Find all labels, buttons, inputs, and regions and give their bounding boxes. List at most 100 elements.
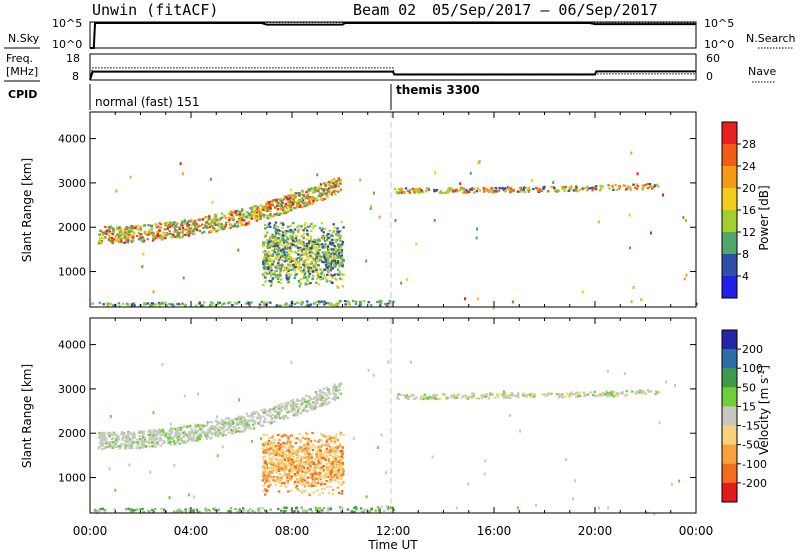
data-cell <box>299 475 302 478</box>
data-cell <box>293 259 297 262</box>
data-cell <box>496 393 500 396</box>
data-cell <box>325 234 328 237</box>
data-cell <box>136 224 139 227</box>
data-cell <box>201 223 204 226</box>
data-cell <box>339 182 342 185</box>
data-cell <box>216 431 219 434</box>
data-cell <box>311 270 315 273</box>
data-cell <box>296 471 299 474</box>
data-cell <box>287 410 291 414</box>
data-cell <box>279 446 282 449</box>
data-cell <box>191 223 195 226</box>
data-cell <box>275 204 279 207</box>
data-cell <box>238 508 241 511</box>
data-cell <box>408 191 412 194</box>
data-cell <box>607 506 610 509</box>
data-cell <box>256 209 259 212</box>
data-cell <box>195 508 199 511</box>
data-cell <box>277 507 280 511</box>
data-cell <box>181 226 185 230</box>
data-cell <box>464 297 467 301</box>
data-cell <box>218 426 221 429</box>
data-cell <box>330 267 333 270</box>
data-cell <box>314 186 317 189</box>
velocity-colorbar-segment <box>722 482 737 503</box>
data-cell <box>151 437 155 440</box>
data-cell <box>304 456 307 459</box>
data-cell <box>588 187 591 190</box>
data-cell <box>315 392 318 395</box>
data-cell <box>281 435 284 438</box>
data-cell <box>264 462 267 465</box>
data-cell <box>277 448 280 451</box>
data-cell <box>115 238 119 241</box>
data-cell <box>330 470 334 473</box>
data-cell <box>249 415 252 418</box>
data-cell <box>332 242 335 245</box>
data-cell <box>397 397 400 400</box>
data-cell <box>329 260 332 263</box>
data-cell <box>188 509 191 512</box>
data-cell <box>252 205 255 208</box>
data-cell <box>325 444 328 448</box>
data-cell <box>496 190 499 193</box>
data-cell <box>270 265 273 268</box>
data-cell <box>396 394 400 397</box>
data-cell <box>174 221 177 225</box>
data-cell <box>292 230 295 234</box>
data-cell <box>249 427 252 430</box>
velocity-colorbar-segment <box>722 330 737 350</box>
data-cell <box>262 415 265 418</box>
data-cell <box>285 303 288 306</box>
data-cell <box>568 393 572 396</box>
data-cell <box>277 213 281 216</box>
data-cell <box>267 409 270 412</box>
data-cell <box>304 437 307 440</box>
data-cell <box>351 299 355 302</box>
data-cell <box>331 234 334 238</box>
data-cell <box>238 430 241 433</box>
data-cell <box>327 302 331 305</box>
data-cell <box>175 430 179 433</box>
data-cell <box>136 228 139 231</box>
data-cell <box>491 187 494 190</box>
data-cell <box>307 450 311 453</box>
data-cell <box>139 225 142 229</box>
data-cell <box>224 433 228 437</box>
data-cell <box>323 477 326 480</box>
data-cell <box>326 245 330 248</box>
data-cell <box>316 489 319 492</box>
data-cell <box>337 300 341 303</box>
data-cell <box>302 229 305 232</box>
data-cell <box>547 190 550 193</box>
data-cell <box>308 225 311 228</box>
data-cell <box>233 428 236 432</box>
data-cell <box>334 247 337 250</box>
data-cell <box>295 414 299 417</box>
data-cell <box>148 231 151 234</box>
data-cell <box>130 240 134 243</box>
data-cell <box>306 467 309 470</box>
data-cell <box>185 441 188 444</box>
data-cell <box>670 483 673 486</box>
data-cell <box>296 460 300 463</box>
data-cell <box>310 460 314 463</box>
data-cell <box>120 433 123 436</box>
data-cell <box>320 193 323 196</box>
data-cell <box>110 441 113 444</box>
data-cell <box>311 244 314 247</box>
data-cell <box>324 276 327 279</box>
data-cell <box>151 239 155 242</box>
data-cell <box>305 510 308 513</box>
data-cell <box>288 276 291 279</box>
data-cell <box>227 509 230 513</box>
data-cell <box>312 478 316 481</box>
data-cell <box>304 276 307 279</box>
data-cell <box>514 394 517 397</box>
data-cell <box>269 254 272 257</box>
data-cell <box>161 442 165 445</box>
data-cell <box>598 394 602 397</box>
data-cell <box>340 455 344 458</box>
data-cell <box>447 187 451 190</box>
